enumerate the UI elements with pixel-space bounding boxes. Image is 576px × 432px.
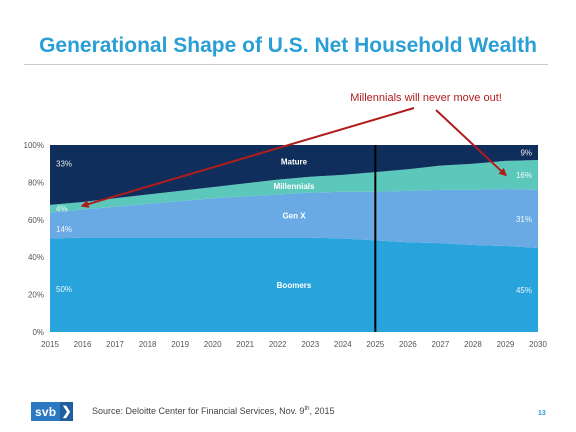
x-tick-label: 2016 — [74, 340, 92, 349]
source-note-suffix: , 2015 — [309, 406, 335, 416]
axis-layer: 0% 20% 40% 60% 80% 100% 2015 2016 2017 2018 2019 20… — [24, 141, 548, 349]
slide-title: Generational Shape of U.S. Net Household… — [39, 34, 537, 57]
x-tick-label: 2022 — [269, 340, 287, 349]
end-label-boomers: 45% — [516, 286, 532, 295]
start-label-mature: 33% — [56, 160, 72, 169]
y-tick-label: 40% — [28, 253, 44, 262]
area-millennials — [50, 159, 538, 213]
source-note: Source: Deloitte Center for Financial Se… — [92, 406, 334, 416]
source-note-sup: th — [304, 406, 310, 412]
x-tick-label: 2021 — [236, 340, 254, 349]
data-label-layer: Boomers 50% 45% Gen X 14% 31% Millennials 4% 16%… — [56, 148, 532, 294]
y-tick-label: 100% — [24, 141, 44, 150]
x-tick-label: 2023 — [301, 340, 319, 349]
x-tick-label: 2020 — [204, 340, 222, 349]
start-label-gen-x: 14% — [56, 225, 72, 234]
callout-arrow — [435, 109, 507, 177]
svb-logo: svb ❯ — [31, 402, 73, 421]
y-tick-label: 80% — [28, 178, 44, 187]
callout-layer: Millennials will never move out! — [80, 92, 507, 208]
x-tick-label: 2026 — [399, 340, 417, 349]
end-label-mature: 9% — [520, 148, 532, 157]
x-tick-label: 2019 — [171, 340, 189, 349]
x-tick-label: 2025 — [366, 340, 384, 349]
x-tick-label: 2028 — [464, 340, 482, 349]
x-tick-label: 2015 — [41, 340, 59, 349]
x-tick-label: 2018 — [139, 340, 157, 349]
callout-text: Millennials will never move out! — [350, 92, 502, 104]
area-boomers — [50, 237, 538, 332]
end-label-gen-x: 31% — [516, 215, 532, 224]
chevron-right-icon: ❯ — [60, 402, 73, 421]
series-name-boomers: Boomers — [277, 281, 312, 290]
x-tick-label: 2030 — [529, 340, 547, 349]
end-label-millennials: 16% — [516, 171, 532, 180]
page-number: 13 — [538, 410, 546, 417]
series-name-millennials: Millennials — [274, 182, 315, 191]
source-note-prefix: Source: Deloitte Center for Financial Se… — [92, 406, 305, 416]
y-tick-label: 0% — [32, 328, 44, 337]
logo-text: svb — [35, 404, 57, 419]
callout-arrow — [80, 107, 415, 208]
y-tick-label: 60% — [28, 216, 44, 225]
x-tick-label: 2029 — [497, 340, 515, 349]
start-label-boomers: 50% — [56, 285, 72, 294]
start-label-millennials: 4% — [56, 205, 68, 214]
series-name-mature: Mature — [281, 158, 308, 167]
area-gen-x — [50, 188, 538, 248]
y-tick-label: 20% — [28, 291, 44, 300]
x-tick-label: 2024 — [334, 340, 352, 349]
series-name-gen-x: Gen X — [282, 212, 306, 221]
x-tick-label: 2027 — [432, 340, 450, 349]
area-layer — [50, 145, 538, 332]
area-mature — [50, 145, 538, 205]
x-tick-label: 2017 — [106, 340, 124, 349]
title-divider — [24, 64, 548, 65]
